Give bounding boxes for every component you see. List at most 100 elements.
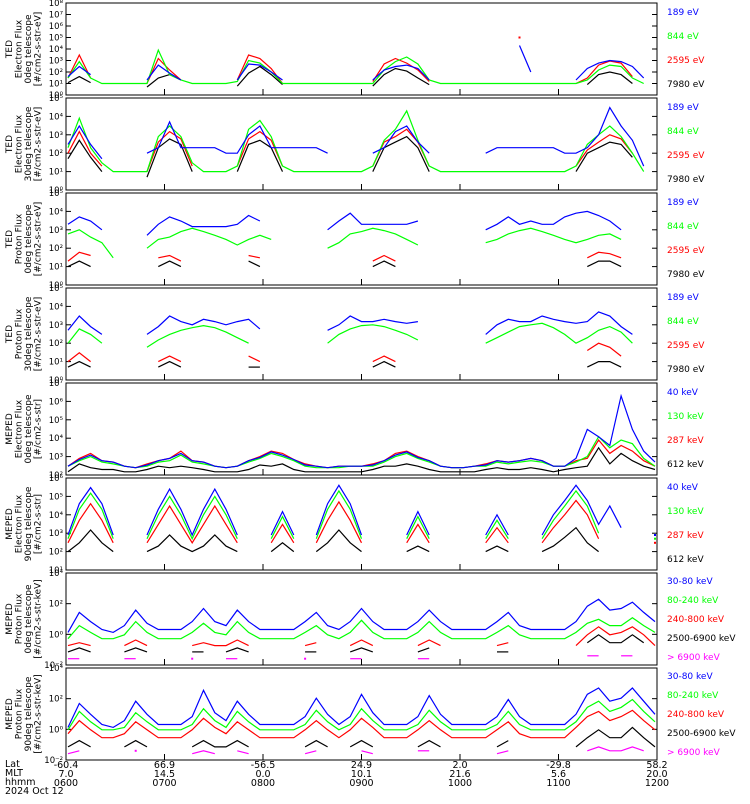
series-line (237, 750, 249, 755)
legend-label: 2500-6900 keV (667, 634, 736, 644)
series-line (372, 128, 430, 167)
legend-label: 2595 eV (667, 341, 705, 351)
series-line (372, 57, 430, 82)
y-tick-label: 10⁴ (49, 207, 64, 217)
series-line (349, 739, 374, 748)
series-line (67, 65, 91, 78)
series-line (372, 64, 430, 81)
series-line (67, 647, 91, 653)
series-line (372, 355, 396, 363)
series-line (158, 360, 182, 368)
legend-label: > 6900 keV (667, 748, 721, 758)
series-line (67, 251, 91, 262)
y-axis-label: [#/cm2-s-str-eV] (34, 297, 44, 372)
y-tick-label: 10⁴ (49, 434, 64, 444)
series-line (304, 750, 317, 755)
series-line (586, 342, 622, 357)
series-line (124, 639, 148, 647)
x-tick-time: 0900 (349, 778, 373, 789)
series-line (124, 647, 148, 653)
series-point (654, 534, 656, 536)
series-line (192, 750, 215, 755)
series-line (406, 523, 430, 544)
series-line (270, 515, 295, 539)
series-line (67, 130, 103, 167)
legend-label: 2595 eV (667, 246, 705, 256)
series-line (67, 435, 656, 469)
y-axis-label: Electron Flux (15, 399, 25, 458)
y-axis-label: 90deg telescope (24, 676, 34, 751)
y-tick-label: 10⁰ (49, 725, 64, 735)
y-tick-label: 10⁵ (49, 416, 63, 426)
legend-label: 7980 eV (667, 365, 705, 375)
y-tick-label: 10⁴ (49, 569, 64, 579)
series-line (485, 227, 622, 244)
series-line (406, 515, 430, 539)
legend-label: 30-80 keV (667, 577, 713, 587)
series-line (372, 360, 396, 368)
series-line (417, 639, 441, 647)
x-tick-mlt: 14.5 (154, 769, 175, 780)
series-line (67, 616, 656, 640)
series-line (304, 642, 317, 647)
x-tick-time: 1200 (645, 778, 669, 789)
series-line (67, 446, 656, 473)
y-tick-label: 10⁰ (49, 186, 64, 196)
y-axis-label: Electron Flux (15, 114, 25, 173)
series-line (327, 315, 418, 331)
y-axis-label: MEPED (5, 698, 15, 730)
legend-label: > 6900 keV (667, 653, 721, 663)
x-tick-mlt: 21.6 (449, 769, 470, 780)
y-axis-label: [#/cm2-s-str-keV] (34, 674, 44, 753)
y-axis-label: Proton Flux (15, 308, 25, 359)
legend-label: 2595 eV (667, 56, 705, 66)
series-line (67, 48, 644, 85)
series-line (304, 739, 328, 748)
y-axis-label: [#/cm2-s-str-eV] (34, 107, 44, 182)
series-line (67, 75, 91, 84)
legend-label: 2595 eV (667, 151, 705, 161)
x-tick-lat: -60.4 (54, 760, 79, 771)
series-line (417, 739, 441, 748)
y-tick-label: 10⁴ (49, 112, 64, 122)
series-line (361, 750, 373, 755)
y-tick-label: 10⁵ (49, 284, 63, 294)
series-line (67, 139, 103, 172)
series-line (158, 254, 182, 262)
x-tick-lat: -56.5 (251, 760, 276, 771)
y-axis-label: 0deg telescope (24, 584, 34, 654)
series-line (146, 214, 261, 236)
series-line (236, 130, 284, 167)
y-tick-label: 10⁵ (49, 492, 63, 502)
legend-label: 7980 eV (667, 270, 705, 280)
series-line (67, 352, 91, 363)
series-line (485, 322, 633, 344)
x-tick-lat: 58.2 (646, 760, 667, 771)
axis-row-label-mlt: MLT (5, 768, 23, 779)
y-tick-label: 10² (49, 149, 63, 159)
series-line (575, 141, 633, 172)
series-line (587, 251, 622, 259)
series-line (67, 739, 91, 748)
y-tick-label: 10⁴ (49, 302, 64, 312)
series-line (158, 355, 182, 363)
legend-label: 612 keV (667, 460, 704, 470)
series-line (67, 687, 656, 729)
series-line (67, 709, 656, 739)
series-line (485, 513, 509, 536)
y-tick-label: 10² (49, 695, 63, 705)
series-line (67, 750, 80, 755)
series-point (654, 541, 656, 544)
series-line (270, 510, 295, 536)
series-line (146, 227, 272, 249)
panel-frame (65, 477, 658, 571)
panel-frame (65, 572, 658, 666)
series-line (146, 138, 193, 178)
legend-label: 287 keV (667, 436, 704, 446)
legend-label: 844 eV (667, 222, 700, 232)
series-line (225, 647, 249, 653)
y-axis-label: Electron Flux (15, 494, 25, 553)
series-line (67, 598, 656, 634)
series-line (372, 135, 430, 172)
